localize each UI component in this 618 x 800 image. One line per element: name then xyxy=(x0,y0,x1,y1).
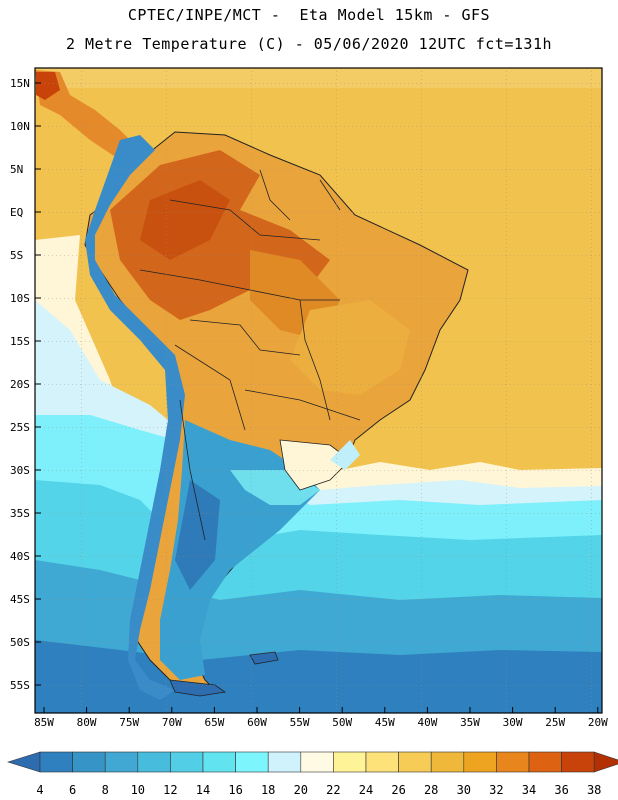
colorbar-label: 10 xyxy=(130,783,146,797)
colorbar-swatch xyxy=(463,751,497,773)
colorbar-label: 12 xyxy=(163,783,178,797)
lon-label: 55W xyxy=(289,716,310,729)
colorbar xyxy=(6,751,618,773)
colorbar-label: 32 xyxy=(489,783,504,797)
colorbar-swatch xyxy=(202,751,236,773)
colorbar-label: 38 xyxy=(586,783,602,797)
colorbar-swatch xyxy=(137,751,171,773)
lon-label: 80W xyxy=(76,716,97,729)
lon-label: 70W xyxy=(161,716,182,729)
colorbar-swatch xyxy=(398,751,432,773)
lat-label: 15S xyxy=(10,335,30,348)
lon-label: 75W xyxy=(119,716,140,729)
colorbar-label: 18 xyxy=(260,783,276,797)
lat-label: 5N xyxy=(10,163,24,176)
colorbar-label: 34 xyxy=(521,783,537,797)
lon-label: 20W xyxy=(587,716,608,729)
colorbar-swatch xyxy=(561,751,595,773)
lat-label: 40S xyxy=(10,550,30,563)
colorbar-label: 26 xyxy=(391,783,406,797)
lat-label: 15N xyxy=(10,77,30,90)
colorbar-label: 8 xyxy=(101,783,109,797)
lat-label: 35S xyxy=(10,507,30,520)
colorbar-swatch xyxy=(6,751,41,773)
map-subtitle: 2 Metre Temperature (C) - 05/06/2020 12U… xyxy=(65,35,553,53)
lat-label: EQ xyxy=(10,206,24,219)
colorbar-swatch xyxy=(72,751,106,773)
lat-label: 55S xyxy=(10,679,30,692)
colorbar-swatch xyxy=(593,751,618,773)
lat-label: 5S xyxy=(10,249,24,262)
colorbar-label: 24 xyxy=(358,783,374,797)
lat-label: 20S xyxy=(10,378,30,391)
colorbar-swatch xyxy=(430,751,465,773)
lon-label: 45W xyxy=(374,716,395,729)
colorbar-swatch xyxy=(104,751,139,773)
lon-label: 25W xyxy=(545,716,566,729)
colorbar-swatch xyxy=(300,751,334,773)
lon-label: 65W xyxy=(204,716,225,729)
colorbar-swatch xyxy=(528,751,562,773)
lon-label: 35W xyxy=(460,716,480,729)
lon-label: 85W xyxy=(34,716,54,729)
lat-label: 30S xyxy=(10,464,30,477)
colorbar-label: 28 xyxy=(423,783,439,797)
lat-label: 10N xyxy=(10,120,30,133)
map-title: CPTEC/INPE/MCT - Eta Model 15km - GFS xyxy=(127,6,491,24)
lat-label: 50S xyxy=(10,636,30,649)
colorbar-swatch xyxy=(365,751,399,773)
colorbar-swatch xyxy=(170,751,204,773)
colorbar-label: 14 xyxy=(195,783,211,797)
colorbar-label: 6 xyxy=(68,783,77,797)
lon-label: 30W xyxy=(502,716,523,729)
lon-label: 60W xyxy=(247,716,267,729)
lon-label: 40W xyxy=(417,716,438,729)
lon-label: 50W xyxy=(332,716,353,729)
lat-label: 25S xyxy=(10,421,30,434)
lat-label: 10S xyxy=(10,292,30,305)
colorbar-swatch xyxy=(333,751,367,773)
colorbar-label: 22 xyxy=(326,783,341,797)
colorbar-label: 36 xyxy=(554,783,569,797)
colorbar-label: 20 xyxy=(293,783,309,797)
colorbar-swatch xyxy=(235,751,269,773)
colorbar-swatch xyxy=(496,751,530,773)
colorbar-swatch xyxy=(267,751,302,773)
graticule xyxy=(35,68,602,713)
colorbar-label: 4 xyxy=(36,783,44,797)
colorbar-label: 30 xyxy=(456,783,472,797)
colorbar-label: 16 xyxy=(228,783,243,797)
lat-label: 45S xyxy=(10,593,30,606)
colorbar-swatch xyxy=(39,751,73,773)
map-frame xyxy=(34,67,603,714)
